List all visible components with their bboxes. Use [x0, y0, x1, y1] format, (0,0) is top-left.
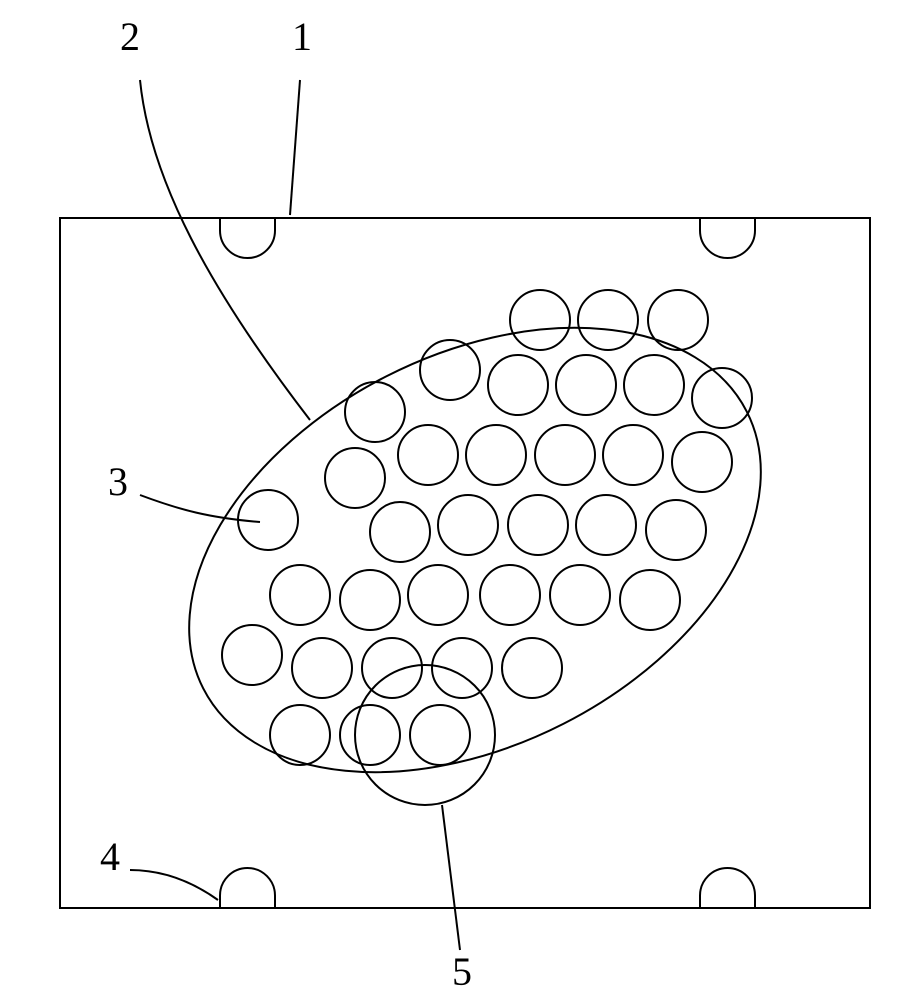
hole-14	[672, 432, 732, 492]
hole-27	[222, 625, 282, 685]
hole-11	[466, 425, 526, 485]
hole-9	[325, 448, 385, 508]
hole-2	[648, 290, 708, 350]
detail-circle	[355, 665, 495, 805]
leader-3	[140, 495, 260, 522]
shapes-layer	[60, 218, 870, 908]
tab-3	[700, 868, 755, 908]
tab-0	[220, 218, 275, 258]
hole-0	[510, 290, 570, 350]
hole-31	[502, 638, 562, 698]
hole-4	[488, 355, 548, 415]
hole-13	[603, 425, 663, 485]
hole-21	[270, 565, 330, 625]
hole-8	[345, 382, 405, 442]
hole-33	[340, 705, 400, 765]
leader-1	[290, 80, 300, 215]
label-1: 1	[292, 14, 312, 59]
hole-18	[508, 495, 568, 555]
diagram-canvas: 1 2 3 4 5	[0, 0, 910, 1000]
outer-rect	[60, 218, 870, 908]
hole-30	[432, 638, 492, 698]
hole-16	[370, 502, 430, 562]
main-ellipse	[115, 238, 836, 862]
hole-10	[398, 425, 458, 485]
label-2: 2	[120, 14, 140, 59]
hole-26	[620, 570, 680, 630]
hole-28	[292, 638, 352, 698]
hole-22	[340, 570, 400, 630]
tab-2	[220, 868, 275, 908]
hole-32	[270, 705, 330, 765]
hole-34	[410, 705, 470, 765]
hole-17	[438, 495, 498, 555]
hole-1	[578, 290, 638, 350]
hole-6	[624, 355, 684, 415]
label-5: 5	[452, 949, 472, 994]
label-3: 3	[108, 459, 128, 504]
leader-2	[140, 80, 310, 420]
labels-layer: 1 2 3 4 5	[100, 14, 472, 994]
hole-19	[576, 495, 636, 555]
hole-25	[550, 565, 610, 625]
hole-20	[646, 500, 706, 560]
tab-1	[700, 218, 755, 258]
hole-24	[480, 565, 540, 625]
label-4: 4	[100, 834, 120, 879]
leader-4	[130, 870, 218, 900]
hole-12	[535, 425, 595, 485]
hole-23	[408, 565, 468, 625]
leader-5	[442, 805, 460, 950]
hole-5	[556, 355, 616, 415]
